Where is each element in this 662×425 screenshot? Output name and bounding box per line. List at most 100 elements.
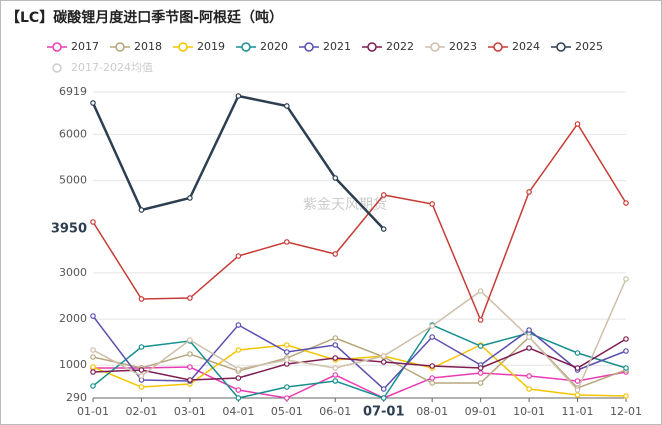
legend-swatch xyxy=(304,42,314,52)
x-tick-label: 08-01 xyxy=(416,405,448,418)
data-point xyxy=(429,380,435,386)
series-line xyxy=(92,344,627,397)
data-point xyxy=(526,327,532,333)
watermark: 紫金天风期货 xyxy=(303,196,387,213)
chart-title: 【LC】碳酸锂月度进口季节图-阿根廷（吨） xyxy=(6,9,283,26)
data-point xyxy=(429,323,435,329)
crosshair-label: 3950 xyxy=(51,222,87,237)
data-point xyxy=(380,395,387,401)
data-point xyxy=(90,219,96,225)
x-tick-label: 06-01 xyxy=(319,405,351,418)
x-tick-label: 03-01 xyxy=(174,405,206,418)
legend-label: 2025 xyxy=(575,40,603,53)
legend-swatch xyxy=(493,42,503,52)
data-point xyxy=(332,378,339,384)
x-tick-label: 04-01 xyxy=(222,405,254,418)
legend-label: 2018 xyxy=(134,40,162,53)
legend-swatch xyxy=(430,42,440,52)
data-point xyxy=(90,369,96,375)
data-point xyxy=(332,365,339,371)
data-point xyxy=(574,121,581,127)
legend-swatch xyxy=(52,63,62,73)
x-tick-label: 05-01 xyxy=(271,405,303,418)
y-tick-label: 6000 xyxy=(59,127,87,140)
data-point xyxy=(429,363,435,369)
data-point xyxy=(380,226,387,232)
data-point xyxy=(138,367,145,373)
data-point xyxy=(526,334,532,340)
data-point xyxy=(187,195,193,201)
series-line xyxy=(92,315,627,391)
data-point xyxy=(332,335,339,341)
data-point xyxy=(574,387,581,393)
data-point xyxy=(332,175,339,181)
legend-swatch xyxy=(241,42,251,52)
data-point xyxy=(235,375,242,381)
data-point xyxy=(477,317,484,323)
data-point xyxy=(284,239,290,245)
y-tick-label: 6919 xyxy=(59,85,87,98)
data-point xyxy=(332,251,339,257)
data-point xyxy=(623,276,629,282)
legend-label: 2020 xyxy=(260,40,288,53)
data-point xyxy=(90,100,96,106)
data-point xyxy=(284,357,290,363)
data-point xyxy=(138,384,145,390)
data-point xyxy=(623,348,629,354)
data-point xyxy=(429,201,435,207)
legend-swatch xyxy=(367,42,377,52)
y-tick-label: 3000 xyxy=(59,266,87,279)
data-point xyxy=(235,322,242,328)
x-tick-label: 07-01 xyxy=(363,405,405,420)
data-point xyxy=(623,393,629,399)
data-point xyxy=(235,387,242,393)
data-point xyxy=(90,313,96,319)
legend-label: 2017 xyxy=(71,40,99,53)
data-point xyxy=(380,386,387,392)
legend-label: 2019 xyxy=(197,40,225,53)
y-tick-label: 290 xyxy=(66,391,87,404)
data-point xyxy=(235,395,242,401)
data-point xyxy=(477,365,484,371)
data-point xyxy=(477,370,484,376)
data-point xyxy=(235,93,242,99)
x-tick-label: 12-01 xyxy=(610,405,642,418)
series-line xyxy=(92,122,627,323)
data-point xyxy=(284,103,290,109)
data-point xyxy=(429,375,435,381)
data-point xyxy=(138,373,145,379)
data-point xyxy=(138,296,145,302)
x-tick-label: 10-01 xyxy=(513,405,545,418)
y-tick-label: 1000 xyxy=(59,358,87,371)
data-point xyxy=(574,350,581,356)
data-point xyxy=(284,384,290,390)
data-point xyxy=(574,378,581,384)
legend-swatch xyxy=(52,42,62,52)
legend-label: 2017-2024均值 xyxy=(71,61,153,74)
data-point xyxy=(284,342,290,348)
data-point xyxy=(623,336,629,342)
series-line xyxy=(92,278,627,392)
data-point xyxy=(332,372,339,378)
series-line xyxy=(92,338,627,381)
data-point xyxy=(332,355,339,361)
data-point xyxy=(477,288,484,294)
data-point xyxy=(138,207,145,213)
data-point xyxy=(526,386,532,392)
data-point xyxy=(380,192,387,198)
data-point xyxy=(380,353,387,359)
data-point xyxy=(574,392,581,398)
data-point xyxy=(187,364,193,370)
data-point xyxy=(138,344,145,350)
data-point xyxy=(187,377,193,383)
y-tick-label: 5000 xyxy=(59,174,87,187)
data-point xyxy=(526,373,532,379)
series-line xyxy=(93,366,627,399)
data-point xyxy=(284,395,290,401)
data-point xyxy=(90,383,96,389)
x-tick-label: 09-01 xyxy=(465,405,497,418)
data-point xyxy=(90,354,96,360)
data-point xyxy=(380,359,387,365)
